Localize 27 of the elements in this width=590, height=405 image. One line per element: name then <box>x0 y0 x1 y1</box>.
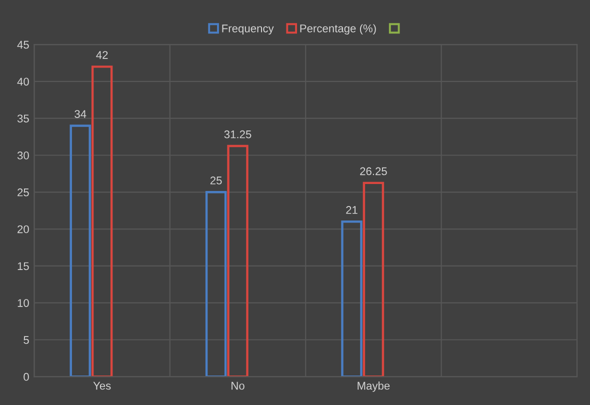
bar <box>70 124 91 377</box>
legend-label: Frequency <box>222 24 274 35</box>
data-label: 31.25 <box>224 130 252 138</box>
data-label: 34 <box>74 110 86 118</box>
x-tick-label: No <box>232 382 244 390</box>
x-tick-label: Yes <box>93 382 111 390</box>
y-tick-label: 5 <box>24 336 29 344</box>
bar <box>227 144 248 377</box>
bar <box>91 66 113 377</box>
data-label: 26.25 <box>360 167 387 176</box>
bar <box>205 191 227 377</box>
x-tick-label: Maybe <box>358 382 390 392</box>
data-label: 25 <box>210 176 222 184</box>
y-tick-label: 40 <box>17 78 29 86</box>
y-tick-label: 30 <box>17 152 29 160</box>
y-tick-label: 0 <box>24 372 29 381</box>
data-label: 21 <box>346 206 358 214</box>
y-tick-label: 35 <box>17 114 29 122</box>
y-tick-label: 45 <box>17 40 29 49</box>
y-tick-label: 15 <box>18 262 29 270</box>
bar <box>362 182 384 377</box>
y-tick-label: 20 <box>18 225 29 234</box>
data-label: 42 <box>96 51 108 59</box>
y-tick-label: 25 <box>18 188 29 196</box>
y-tick-label: 10 <box>18 299 29 307</box>
legend-label: Percentage (%) <box>300 24 376 35</box>
bar <box>341 220 362 377</box>
